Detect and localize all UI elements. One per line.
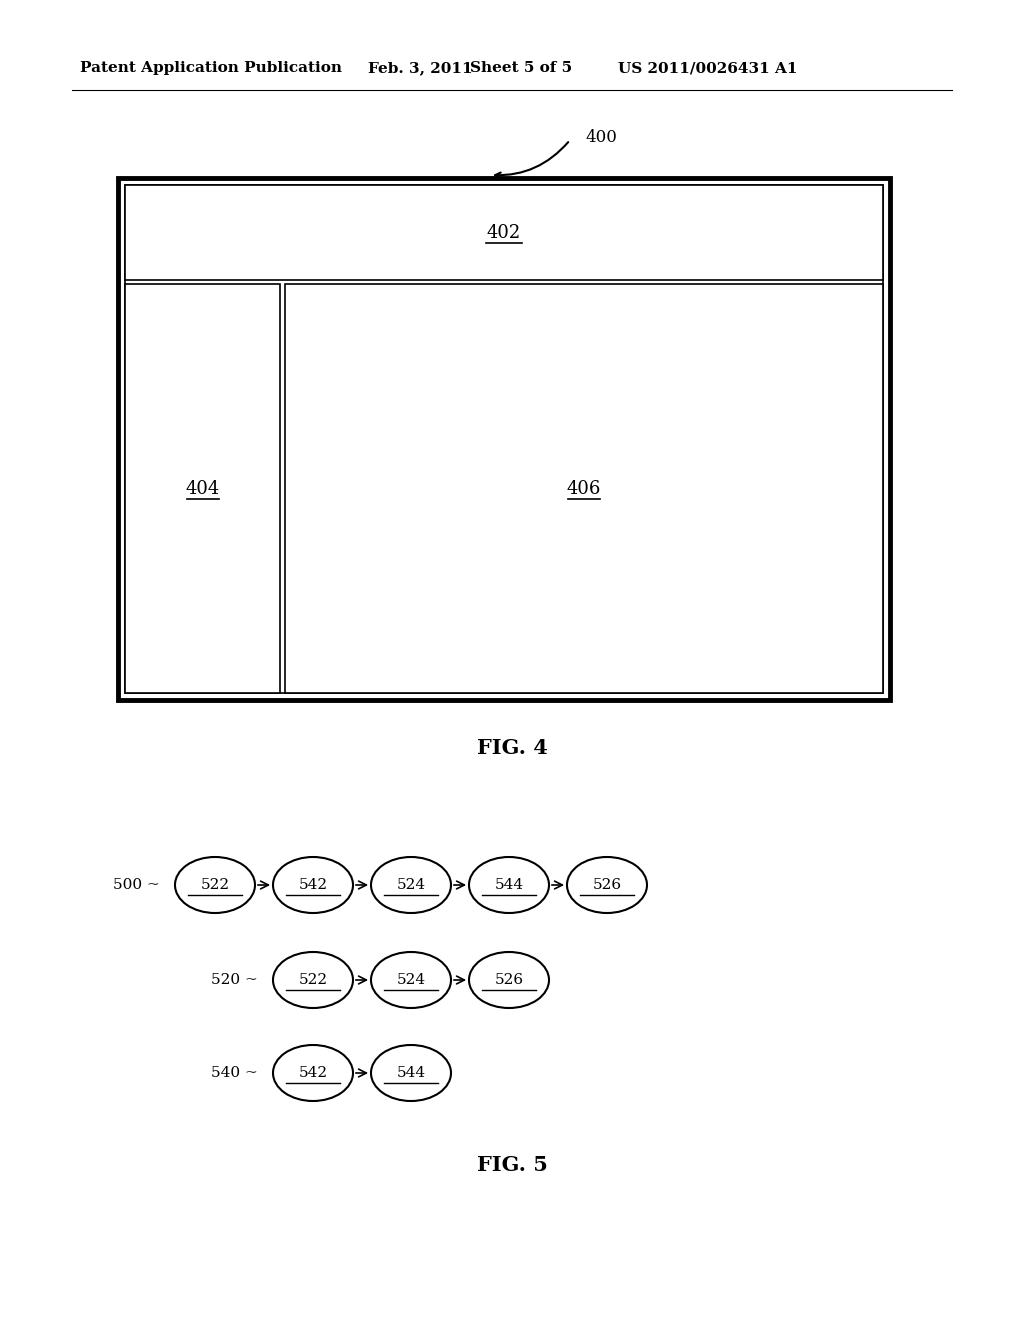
Ellipse shape bbox=[273, 952, 353, 1008]
Text: 526: 526 bbox=[495, 973, 523, 987]
Bar bbox=[125, 185, 883, 280]
Text: 522: 522 bbox=[298, 973, 328, 987]
Ellipse shape bbox=[273, 1045, 353, 1101]
Text: 526: 526 bbox=[593, 878, 622, 892]
Bar bbox=[125, 284, 280, 693]
Bar bbox=[285, 284, 883, 693]
Text: 520 ~: 520 ~ bbox=[211, 973, 258, 987]
Ellipse shape bbox=[175, 857, 255, 913]
Text: 524: 524 bbox=[396, 973, 426, 987]
Bar bbox=[125, 185, 883, 693]
Bar bbox=[118, 178, 890, 700]
Ellipse shape bbox=[371, 857, 451, 913]
Text: 500 ~: 500 ~ bbox=[114, 878, 160, 892]
Text: 522: 522 bbox=[201, 878, 229, 892]
Ellipse shape bbox=[469, 857, 549, 913]
Ellipse shape bbox=[273, 857, 353, 913]
Ellipse shape bbox=[371, 1045, 451, 1101]
Text: 544: 544 bbox=[495, 878, 523, 892]
Text: 404: 404 bbox=[185, 479, 219, 498]
Text: 402: 402 bbox=[486, 223, 521, 242]
Text: 542: 542 bbox=[298, 1067, 328, 1080]
Text: 540 ~: 540 ~ bbox=[211, 1067, 258, 1080]
Text: Patent Application Publication: Patent Application Publication bbox=[80, 61, 342, 75]
Text: Sheet 5 of 5: Sheet 5 of 5 bbox=[470, 61, 572, 75]
Ellipse shape bbox=[469, 952, 549, 1008]
Text: US 2011/0026431 A1: US 2011/0026431 A1 bbox=[618, 61, 798, 75]
Ellipse shape bbox=[371, 952, 451, 1008]
Text: 544: 544 bbox=[396, 1067, 426, 1080]
Text: FIG. 5: FIG. 5 bbox=[476, 1155, 548, 1175]
Text: 542: 542 bbox=[298, 878, 328, 892]
Text: Feb. 3, 2011: Feb. 3, 2011 bbox=[368, 61, 473, 75]
Text: 524: 524 bbox=[396, 878, 426, 892]
Text: 400: 400 bbox=[585, 129, 616, 147]
Ellipse shape bbox=[567, 857, 647, 913]
Text: 406: 406 bbox=[567, 479, 601, 498]
Text: FIG. 4: FIG. 4 bbox=[476, 738, 548, 758]
